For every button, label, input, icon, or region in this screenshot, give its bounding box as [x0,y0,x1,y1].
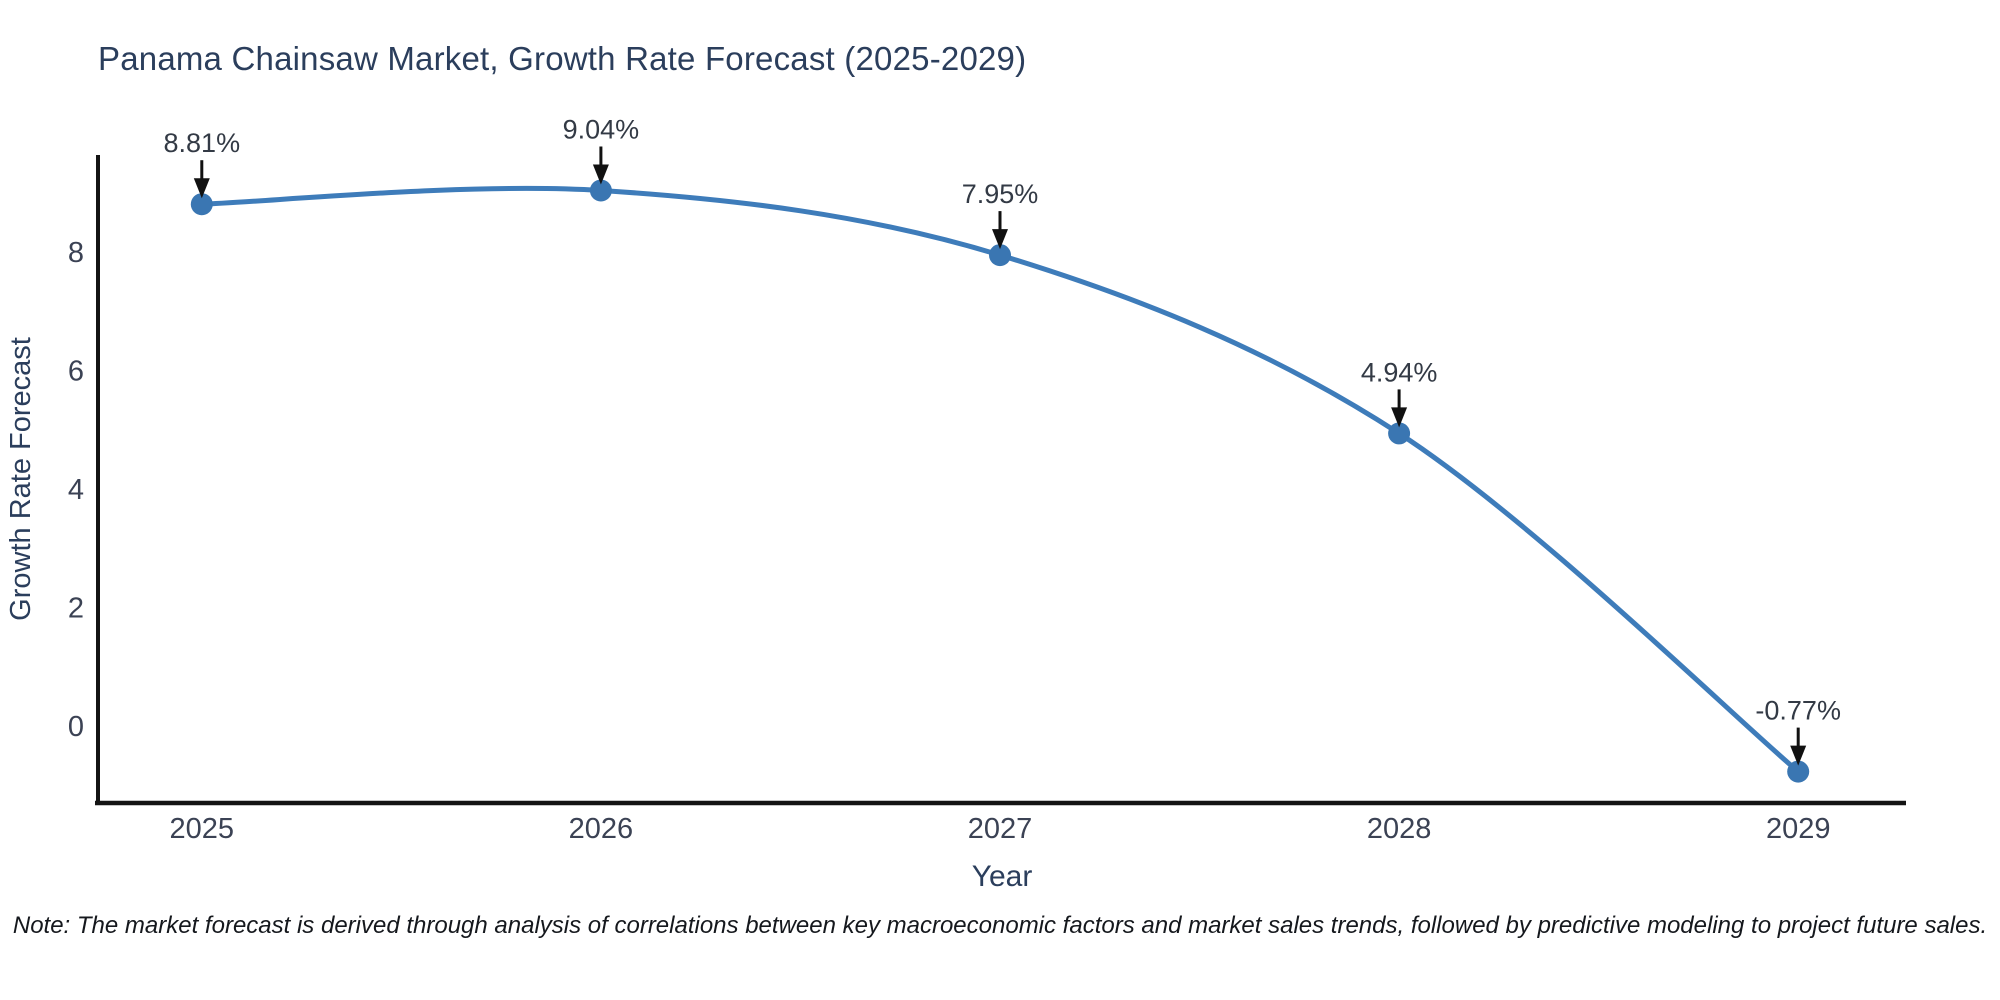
x-axis-title: Year [972,860,1033,893]
x-tick-label: 2026 [569,813,634,845]
y-tick-label: 0 [68,711,84,743]
data-point-2026 [589,179,612,202]
point-value-label: 9.04% [563,115,640,145]
y-tick-label: 6 [68,356,84,388]
footnote: Note: The market forecast is derived thr… [12,912,1988,939]
x-tick-label: 2028 [1367,813,1432,845]
point-value-label: 8.81% [164,128,241,158]
y-axis-title: Growth Rate Forecast [5,337,37,621]
point-value-label: -0.77% [1755,696,1841,726]
annotation-arrowhead-icon [1391,407,1408,428]
x-tick-label: 2029 [1766,813,1831,845]
forecast-line [199,185,1801,775]
chart-title: Panama Chainsaw Market, Growth Rate Fore… [98,40,1027,77]
y-tick-label: 8 [68,237,84,269]
data-point-2025 [190,193,213,216]
point-value-label: 4.94% [1361,357,1438,387]
x-tick-label: 2025 [170,813,235,845]
annotation-arrowhead-icon [592,164,609,185]
y-tick-label: 2 [68,593,84,625]
data-point-2029 [1787,760,1810,783]
data-point-2028 [1388,422,1411,445]
annotation-arrowhead-icon [992,229,1008,250]
data-point-2027 [989,244,1011,267]
point-value-label: 7.95% [962,179,1039,209]
annotation-arrowhead-icon [1790,745,1807,766]
x-tick-label: 2027 [968,813,1033,845]
y-tick-label: 4 [68,474,84,506]
annotation-arrowhead-icon [193,178,210,199]
